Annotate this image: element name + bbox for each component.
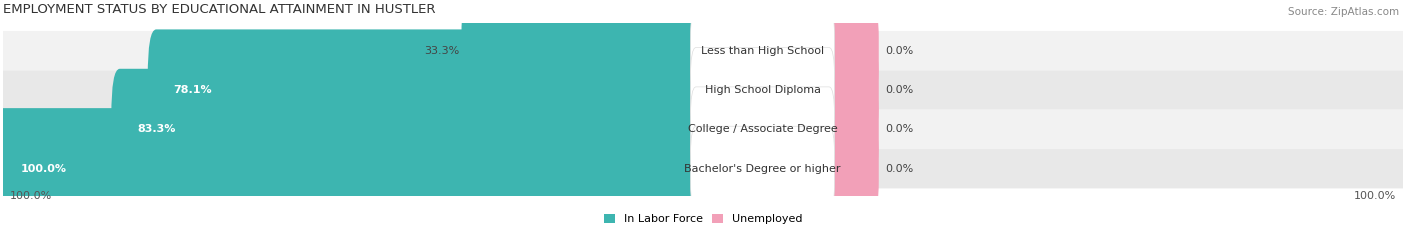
FancyBboxPatch shape [148,29,711,151]
Text: College / Associate Degree: College / Associate Degree [688,124,838,134]
FancyBboxPatch shape [828,53,879,127]
Text: EMPLOYMENT STATUS BY EDUCATIONAL ATTAINMENT IN HUSTLER: EMPLOYMENT STATUS BY EDUCATIONAL ATTAINM… [3,3,436,16]
Text: 0.0%: 0.0% [884,124,914,134]
Text: 78.1%: 78.1% [173,85,212,95]
Text: 100.0%: 100.0% [1354,191,1396,201]
FancyBboxPatch shape [3,70,1403,110]
FancyBboxPatch shape [3,149,1403,188]
Text: Less than High School: Less than High School [702,46,824,56]
FancyBboxPatch shape [690,48,835,133]
FancyBboxPatch shape [828,93,879,166]
Text: 100.0%: 100.0% [20,164,66,174]
Text: 100.0%: 100.0% [10,191,52,201]
Text: 0.0%: 0.0% [884,164,914,174]
Text: Source: ZipAtlas.com: Source: ZipAtlas.com [1288,7,1399,17]
FancyBboxPatch shape [690,87,835,172]
FancyBboxPatch shape [828,14,879,88]
FancyBboxPatch shape [690,126,835,211]
FancyBboxPatch shape [3,110,1403,149]
FancyBboxPatch shape [828,132,879,206]
FancyBboxPatch shape [3,31,1403,70]
Text: 83.3%: 83.3% [138,124,176,134]
Legend: In Labor Force, Unemployed: In Labor Force, Unemployed [599,210,807,229]
Text: 33.3%: 33.3% [425,46,460,56]
Text: Bachelor's Degree or higher: Bachelor's Degree or higher [685,164,841,174]
Text: 0.0%: 0.0% [884,46,914,56]
Text: High School Diploma: High School Diploma [704,85,821,95]
FancyBboxPatch shape [111,69,711,190]
FancyBboxPatch shape [461,0,711,111]
Text: 0.0%: 0.0% [884,85,914,95]
FancyBboxPatch shape [0,108,711,229]
FancyBboxPatch shape [690,8,835,93]
